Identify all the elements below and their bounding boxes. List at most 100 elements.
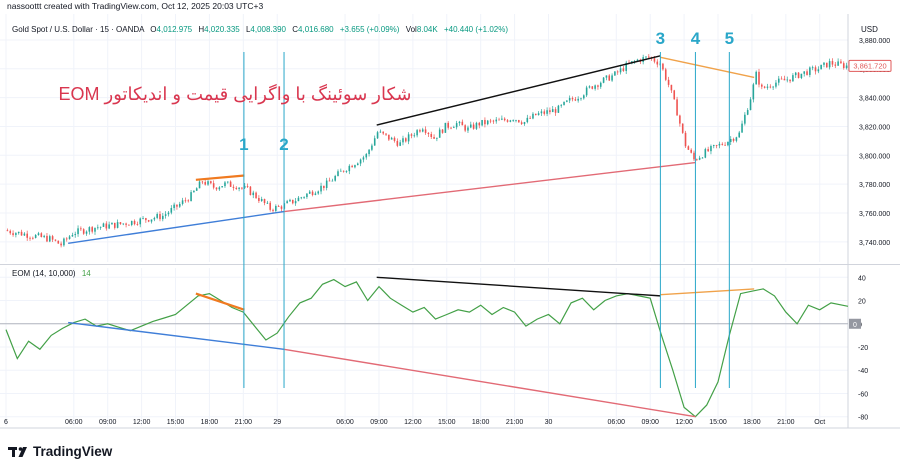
candle-body bbox=[368, 149, 370, 155]
eom-trendline-black[interactable] bbox=[376, 276, 661, 297]
candle-body bbox=[291, 199, 294, 204]
candle bbox=[232, 184, 235, 191]
candle bbox=[534, 113, 537, 116]
candle-body bbox=[486, 120, 489, 125]
candle bbox=[469, 121, 472, 129]
vertical-marker-lines[interactable]: 1 2 3 4 5 bbox=[239, 29, 734, 388]
eom-trendline-orange[interactable] bbox=[660, 288, 755, 296]
candle bbox=[729, 136, 732, 146]
eom-trendline-dark-orange[interactable] bbox=[195, 292, 245, 311]
candle-body bbox=[823, 62, 825, 65]
candle bbox=[136, 221, 139, 226]
time-tick-label: 15:00 bbox=[167, 419, 185, 426]
volume-label: Vol bbox=[406, 25, 417, 34]
candle bbox=[111, 222, 113, 225]
candle bbox=[574, 96, 577, 102]
eom-series[interactable] bbox=[5, 278, 849, 418]
candle bbox=[800, 73, 803, 80]
price-trendline-red[interactable] bbox=[283, 161, 696, 213]
candle bbox=[715, 144, 718, 149]
marker-5[interactable]: 5 bbox=[725, 29, 734, 388]
price-trendline-orange[interactable] bbox=[660, 56, 755, 79]
candle bbox=[755, 70, 757, 85]
candle bbox=[348, 164, 351, 175]
eom-trendline-blue[interactable] bbox=[68, 321, 285, 351]
candle-body bbox=[619, 68, 622, 73]
candle bbox=[399, 139, 401, 147]
trendline-drawings[interactable] bbox=[68, 55, 755, 418]
candle bbox=[667, 76, 670, 88]
candle-body bbox=[331, 180, 334, 182]
candle-body bbox=[475, 122, 478, 129]
time-axis[interactable]: 6 06:00 09:00 12:00 15:00 18:00 21:00 29 06:00 09… bbox=[4, 419, 825, 426]
candle-body bbox=[498, 119, 500, 121]
candle-body bbox=[111, 222, 113, 225]
candle-body bbox=[342, 170, 345, 172]
candle-body bbox=[17, 231, 20, 234]
candle-body bbox=[447, 122, 449, 128]
candle bbox=[150, 219, 153, 224]
candle-body bbox=[122, 223, 125, 225]
tradingview-logo[interactable]: TradingView bbox=[8, 444, 113, 459]
candle bbox=[489, 118, 492, 124]
marker-3[interactable]: 3 bbox=[656, 29, 665, 388]
symbol-name: Gold Spot / U.S. Dollar · 15 · OANDA bbox=[12, 25, 145, 34]
eom-axis[interactable]: 40200-20-40-60-800 bbox=[0, 275, 868, 422]
eom-tick-label: -20 bbox=[858, 345, 868, 352]
marker-4[interactable]: 4 bbox=[691, 29, 701, 388]
candle bbox=[814, 65, 817, 75]
marker-2[interactable]: 2 bbox=[279, 52, 289, 388]
candle-body bbox=[495, 119, 498, 122]
marker-1[interactable]: 1 bbox=[239, 52, 249, 388]
price-trendline-dark-orange[interactable] bbox=[195, 174, 245, 181]
candle-body bbox=[744, 114, 746, 124]
candle-body bbox=[441, 129, 444, 133]
candle-body bbox=[212, 183, 215, 188]
candle-body bbox=[147, 220, 150, 222]
candle bbox=[421, 127, 424, 133]
candle bbox=[9, 229, 12, 235]
candle bbox=[354, 164, 356, 169]
candle-body bbox=[735, 137, 738, 141]
eom-line bbox=[5, 278, 849, 418]
candle bbox=[803, 71, 806, 77]
symbol-header: Gold Spot / U.S. Dollar · 15 · OANDA O4,… bbox=[12, 25, 508, 34]
candle bbox=[712, 144, 715, 149]
candle bbox=[554, 107, 557, 116]
candle bbox=[532, 112, 534, 120]
price-trendline-black[interactable] bbox=[376, 55, 661, 126]
candle bbox=[241, 187, 243, 190]
candle bbox=[506, 119, 509, 123]
candle-body bbox=[698, 157, 701, 160]
candle-body bbox=[662, 63, 664, 70]
candle-body bbox=[57, 240, 60, 244]
candle-body bbox=[373, 138, 376, 146]
candle bbox=[88, 226, 91, 235]
eom-trendline-red[interactable] bbox=[283, 348, 696, 418]
candle-body bbox=[625, 62, 627, 71]
candle-body bbox=[842, 63, 845, 68]
price-trendline-blue[interactable] bbox=[68, 210, 285, 244]
candlestick-series[interactable] bbox=[6, 54, 848, 248]
candle bbox=[495, 116, 498, 124]
candle bbox=[690, 148, 692, 154]
candle-body bbox=[741, 123, 743, 133]
candle-body bbox=[766, 86, 769, 88]
eom-tick-label: -60 bbox=[858, 391, 868, 398]
time-tick-label: 06:00 bbox=[336, 419, 354, 426]
candle bbox=[266, 200, 269, 205]
candle bbox=[455, 120, 458, 130]
candle bbox=[498, 117, 500, 121]
candle bbox=[602, 76, 605, 84]
candle bbox=[591, 85, 594, 90]
candle bbox=[130, 220, 133, 227]
candle bbox=[63, 237, 65, 247]
candle-body bbox=[159, 214, 161, 220]
candle-body bbox=[763, 86, 766, 88]
candle-body bbox=[102, 223, 105, 227]
candle bbox=[195, 187, 198, 191]
candle bbox=[37, 231, 40, 236]
candle-body bbox=[130, 220, 133, 225]
